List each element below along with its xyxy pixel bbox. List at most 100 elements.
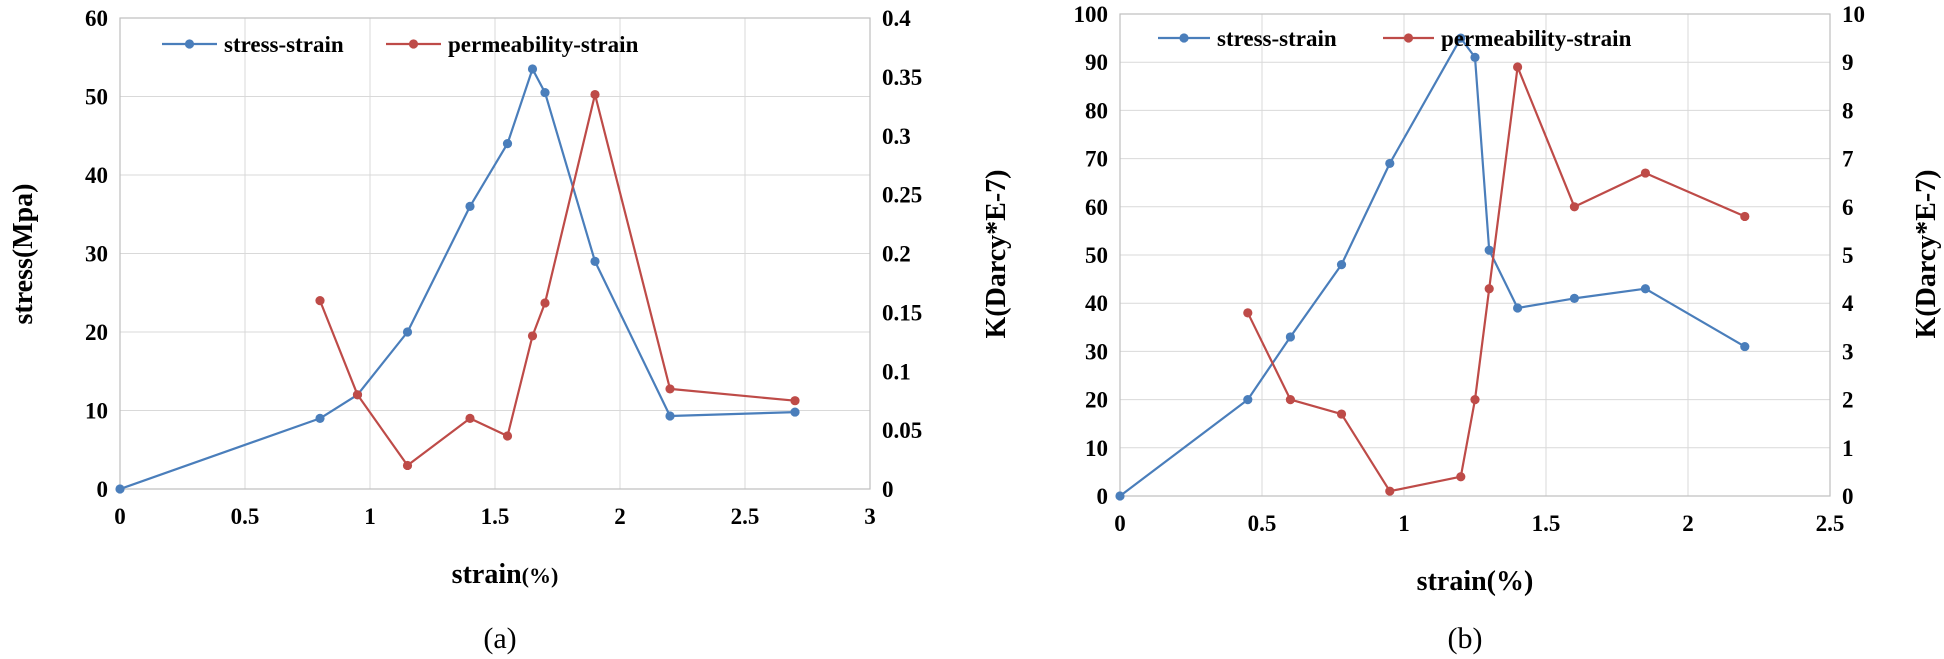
- permeability-strain-point: [1385, 486, 1395, 496]
- stress-strain-point: [115, 484, 125, 494]
- legend-swatch-marker: [1403, 33, 1414, 43]
- permeability-strain-series: [1243, 62, 1750, 496]
- stress-strain-point: [1336, 260, 1347, 270]
- stress-strain-series: [1115, 33, 1750, 501]
- y-tick-label: 20: [1085, 388, 1108, 413]
- y2-tick-label: 0.1: [882, 359, 911, 384]
- permeability-strain-point: [527, 331, 538, 341]
- permeability-strain-point: [1513, 62, 1523, 72]
- y-tick-label: 60: [85, 6, 108, 31]
- stress-strain-point: [1115, 491, 1125, 501]
- x-tick-label: 2.5: [1816, 511, 1845, 536]
- y-tick-label: 80: [1085, 98, 1108, 123]
- y2-tick-label: 0.3: [882, 124, 911, 149]
- y2-tick-label: 0.25: [882, 183, 922, 208]
- legend-entry: permeability-strain: [448, 32, 639, 57]
- permeability-strain-point: [540, 298, 550, 308]
- stress-strain-point: [1484, 245, 1494, 255]
- stress-strain-point: [665, 411, 675, 421]
- y-tick-label: 40: [1085, 291, 1108, 316]
- x-axis-title-main: strain(%): [1417, 566, 1534, 597]
- permeability-strain-line: [1246, 65, 1746, 493]
- x-tick-label: 2.5: [731, 504, 760, 529]
- y-tick-label: 60: [1085, 195, 1108, 220]
- stress-strain-line: [119, 67, 796, 491]
- x-tick-label: 0.5: [231, 504, 260, 529]
- y2-axis-title: K(Darcy*E-7): [1911, 170, 1942, 339]
- permeability-strain-point: [1336, 409, 1347, 419]
- x-tick-label: 0: [114, 504, 126, 529]
- y-tick-label: 90: [1085, 50, 1108, 75]
- x-axis-title-unit: (%): [522, 563, 559, 588]
- y-tick-label: 100: [1074, 2, 1109, 27]
- stress-strain-point: [1740, 341, 1750, 352]
- legend-entry: stress-strain: [224, 32, 344, 57]
- stress-strain-point: [1569, 293, 1579, 303]
- y2-tick-label: 3: [1842, 339, 1854, 364]
- stress-strain-point: [402, 327, 413, 337]
- permeability-strain-point: [1569, 202, 1579, 212]
- y-tick-label: 10: [85, 399, 108, 424]
- permeability-strain-point: [590, 89, 600, 100]
- permeability-strain-point: [1640, 168, 1650, 178]
- stress-strain-point: [1385, 158, 1395, 169]
- stress-strain-series: [115, 64, 800, 494]
- y2-tick-label: 0.4: [882, 6, 911, 31]
- stress-strain-line: [1119, 36, 1746, 497]
- y2-tick-label: 0: [882, 477, 894, 502]
- y-tick-label: 30: [1085, 339, 1108, 364]
- permeability-strain-point: [1456, 472, 1466, 482]
- y-tick-label: 20: [85, 320, 108, 345]
- legend: stress-strain permeability-strain: [1158, 26, 1632, 51]
- y2-tick-label: 0.35: [882, 65, 922, 90]
- y2-tick-label: 6: [1842, 195, 1854, 220]
- stress-strain-point: [1513, 303, 1523, 313]
- y2-tick-label: 0.2: [882, 242, 911, 267]
- permeability-strain-point: [315, 296, 325, 306]
- stress-strain-point: [502, 139, 513, 149]
- y2-tick-label: 5: [1842, 243, 1854, 268]
- permeability-strain-point: [465, 413, 475, 423]
- stress-strain-point: [527, 64, 538, 74]
- permeability-strain-point: [790, 396, 800, 406]
- plot-frame: [1119, 13, 1831, 497]
- permeability-strain-point: [665, 384, 675, 394]
- permeability-strain-point: [1243, 308, 1253, 318]
- permeability-strain-point: [1740, 211, 1750, 222]
- stress-strain-point: [590, 256, 600, 266]
- y2-tick-label: 0.05: [882, 418, 922, 443]
- stress-strain-point: [1640, 284, 1650, 294]
- figure-caption: (b): [1448, 622, 1483, 655]
- legend: stress-strain permeability-strain: [162, 32, 639, 57]
- y2-tick-label: 1: [1842, 436, 1854, 461]
- chart-b: 0 0.5 1 1.5 2 2.50102030405060708090100012345…: [1074, 2, 1943, 655]
- x-axis-title-main: strain: [452, 559, 522, 590]
- permeability-strain-line: [318, 93, 796, 467]
- y-tick-label: 0: [97, 477, 109, 502]
- y2-tick-label: 8: [1842, 98, 1854, 123]
- legend-swatch-marker: [408, 39, 419, 49]
- y2-tick-label: 9: [1842, 50, 1854, 75]
- stress-strain-point: [1243, 395, 1253, 405]
- permeability-strain-point: [1470, 395, 1480, 405]
- x-tick-label: 1: [364, 504, 376, 529]
- y2-tick-label: 2: [1842, 388, 1854, 413]
- x-tick-label: 1.5: [481, 504, 510, 529]
- x-tick-label: 1.5: [1532, 511, 1561, 536]
- y2-tick-label: 4: [1842, 291, 1854, 316]
- permeability-strain-series: [315, 89, 800, 471]
- y-tick-label: 70: [1085, 147, 1108, 172]
- figure-caption: (a): [483, 622, 516, 655]
- y2-tick-label: 10: [1842, 2, 1865, 27]
- x-tick-label: 0: [1114, 511, 1126, 536]
- y2-tick-label: 0: [1842, 484, 1854, 509]
- x-tick-label: 2: [1682, 511, 1694, 536]
- x-tick-label: 0.5: [1248, 511, 1277, 536]
- stress-strain-point: [1285, 332, 1295, 342]
- x-tick-label: 2: [614, 504, 626, 529]
- permeability-strain-point: [402, 460, 413, 471]
- y-tick-label: 50: [85, 85, 108, 110]
- stress-strain-point: [315, 413, 325, 423]
- plot-frame: [119, 17, 871, 490]
- stress-strain-point: [540, 87, 550, 98]
